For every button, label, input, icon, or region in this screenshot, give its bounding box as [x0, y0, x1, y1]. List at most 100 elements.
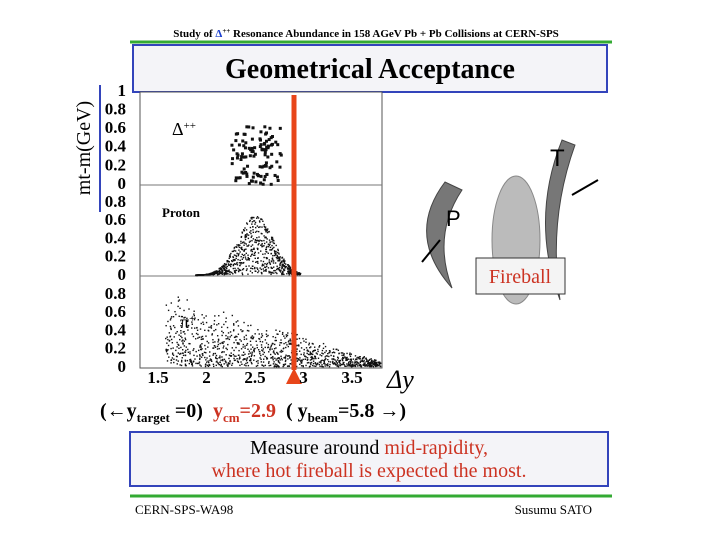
scatter-point: [239, 364, 241, 367]
scatter-point: [246, 164, 250, 168]
scatter-point: [256, 236, 258, 239]
scatter-point: [307, 353, 310, 356]
scatter-point: [237, 267, 239, 270]
scatter-point: [229, 354, 231, 357]
scatter-point: [267, 138, 271, 142]
scatter-point: [279, 263, 281, 266]
scatter-point: [186, 359, 189, 362]
scatter-point: [329, 351, 331, 354]
scatter-point: [170, 328, 172, 331]
scatter-point: [248, 259, 250, 261]
scatter-point: [178, 344, 180, 346]
scatter-point: [196, 355, 198, 357]
scatter-point: [259, 130, 263, 134]
scatter-point: [202, 354, 204, 357]
scatter-point: [184, 337, 186, 339]
scatter-point: [233, 329, 235, 331]
projectile-nucleus: [426, 181, 463, 289]
scatter-point: [242, 155, 246, 159]
scatter-point: [175, 359, 178, 361]
scatter-point: [206, 340, 208, 343]
scatter-point: [373, 364, 376, 366]
scatter-point: [359, 361, 362, 363]
scatter-point: [223, 267, 226, 270]
scatter-point: [236, 244, 238, 246]
scatter-point: [241, 330, 243, 333]
scatter-point: [284, 260, 286, 262]
scatter-point: [367, 361, 370, 363]
scatter-point: [302, 365, 304, 368]
particle-name: π: [180, 312, 189, 332]
scatter-point: [374, 361, 376, 363]
scatter-point: [370, 365, 373, 368]
scatter-point: [311, 364, 314, 367]
scatter-point: [263, 235, 265, 237]
scatter-point: [244, 345, 246, 347]
scatter-point: [278, 365, 280, 368]
scatter-point: [212, 365, 215, 368]
scatter-point: [212, 272, 215, 274]
scatter-point: [221, 270, 223, 272]
scatter-point: [282, 270, 284, 273]
scatter-point: [236, 176, 240, 180]
scatter-point: [229, 254, 231, 256]
scatter-point: [197, 349, 200, 352]
scatter-point: [365, 360, 368, 363]
scatter-point: [207, 273, 210, 276]
scatter-point: [254, 254, 256, 256]
scatter-point: [228, 357, 230, 360]
scatter-point: [185, 346, 188, 348]
scatter-point: [270, 273, 272, 276]
scatter-point: [265, 237, 267, 239]
scatter-point: [315, 365, 317, 368]
scatter-point: [179, 364, 181, 366]
scatter-point: [275, 339, 277, 342]
scatter-point: [271, 244, 273, 247]
scatter-point: [341, 358, 343, 360]
scatter-point: [309, 365, 311, 367]
scatter-point: [354, 360, 356, 362]
scatter-point: [298, 345, 300, 347]
scatter-point: [221, 273, 223, 276]
scatter-point: [242, 346, 244, 348]
scatter-point: [242, 330, 244, 332]
scatter-point: [274, 140, 278, 144]
scatter-point: [170, 302, 173, 304]
scatter-point: [244, 254, 246, 256]
scatter-point: [166, 342, 168, 344]
scatter-point: [264, 339, 267, 341]
scatter-point: [229, 256, 232, 258]
scatter-point: [200, 365, 202, 367]
scatter-point: [366, 365, 369, 367]
scatter-point: [239, 259, 241, 262]
scatter-point: [229, 361, 231, 363]
scatter-point: [209, 273, 212, 275]
scatter-point: [217, 270, 219, 273]
scatter-point: [349, 352, 351, 354]
scatter-point: [236, 261, 238, 264]
scatter-point: [276, 268, 278, 271]
scatter-point: [244, 248, 246, 251]
scatter-point: [191, 333, 193, 335]
scatter-point: [303, 348, 305, 351]
scatter-point: [225, 263, 228, 265]
scatter-point: [287, 332, 289, 334]
scatter-point: [215, 357, 217, 360]
scatter-point: [225, 266, 228, 268]
scatter-point: [240, 247, 242, 249]
scatter-point: [203, 317, 205, 319]
scatter-point: [261, 264, 264, 266]
scatter-point: [240, 340, 242, 342]
scatter-point: [271, 238, 273, 241]
scatter-point: [181, 315, 184, 318]
scatter-point: [331, 358, 333, 360]
scatter-point: [257, 270, 260, 272]
scatter-point: [214, 328, 217, 331]
scatter-point: [247, 234, 250, 236]
scatter-point: [350, 361, 352, 364]
scatter-point: [246, 234, 248, 236]
scatter-point: [261, 263, 264, 266]
scatter-point: [234, 259, 236, 261]
scatter-point: [169, 319, 172, 321]
scatter-point: [269, 262, 271, 264]
